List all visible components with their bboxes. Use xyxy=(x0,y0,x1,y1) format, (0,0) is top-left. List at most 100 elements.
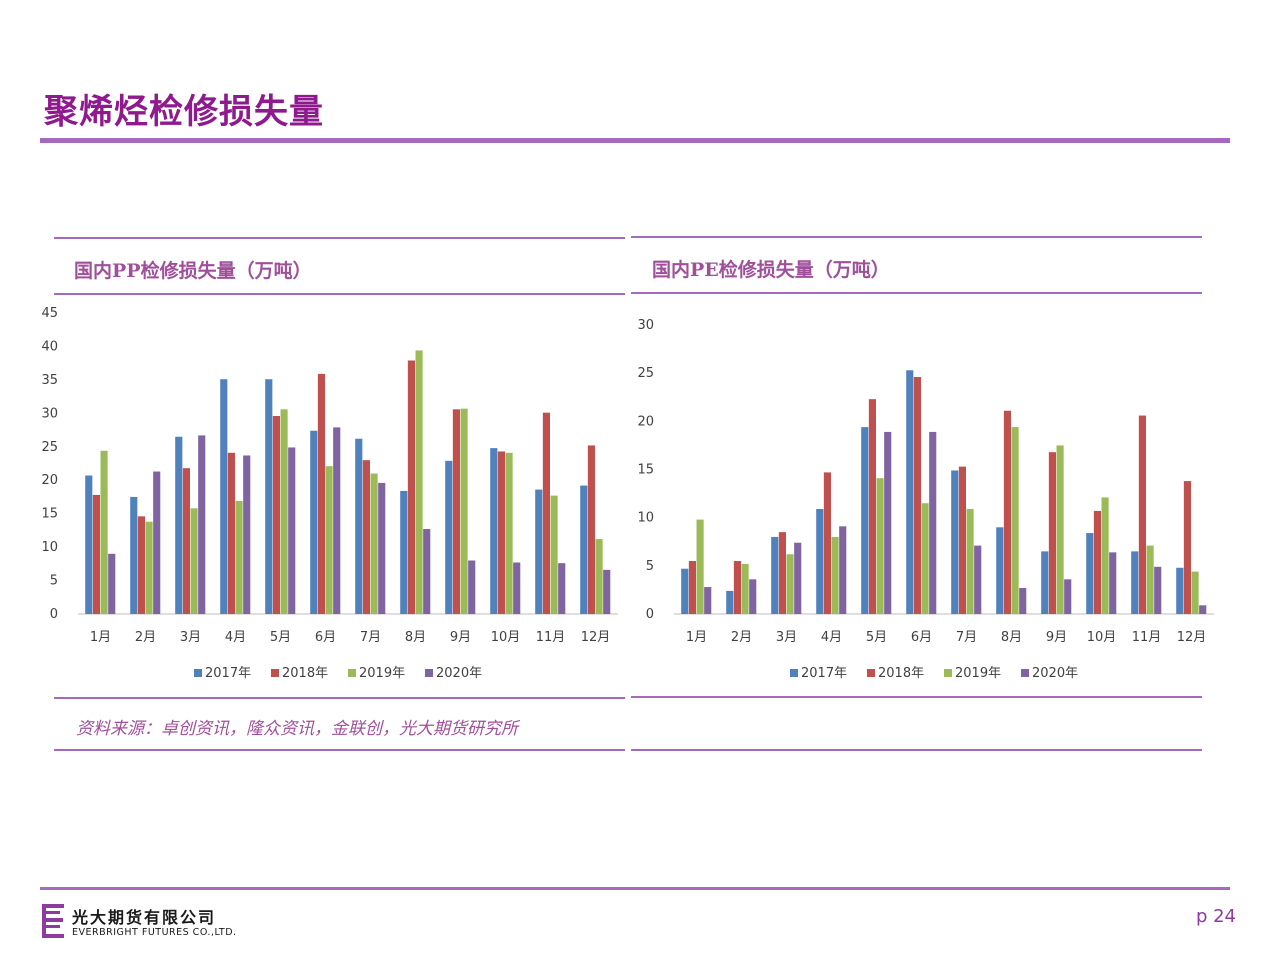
bar xyxy=(505,452,513,614)
pp-bar-chart: 0 5 10 15 20 25 30 35 40 45 1月 2月 3月 4月 5月 6月 7月 8月 9月 10月 1… xyxy=(41,306,618,681)
bar xyxy=(108,553,116,614)
x-tick-label: 11月 xyxy=(1132,630,1162,645)
legend-swatch xyxy=(194,669,202,677)
bar xyxy=(190,508,198,614)
y-tick-label: 10 xyxy=(41,540,58,555)
legend-swatch xyxy=(271,669,279,677)
y-tick-label: 5 xyxy=(50,574,58,589)
company-name-en: EVERBRIGHT FUTURES CO.,LTD. xyxy=(72,927,237,938)
bar xyxy=(681,568,689,614)
bar xyxy=(220,379,228,614)
bar xyxy=(92,494,100,614)
bar xyxy=(996,527,1004,614)
bar xyxy=(333,427,341,614)
bar xyxy=(771,536,779,614)
x-tick-label: 3月 xyxy=(180,630,201,645)
bar xyxy=(378,482,386,614)
bar xyxy=(130,496,138,614)
bar xyxy=(696,519,704,614)
bar xyxy=(974,545,982,614)
x-tick-label: 4月 xyxy=(821,630,842,645)
page-title: 聚烯烃检修损失量 xyxy=(44,92,324,132)
bar xyxy=(1056,445,1064,614)
bar xyxy=(325,466,333,614)
y-tick-label: 40 xyxy=(41,339,58,354)
y-tick-label: 20 xyxy=(637,414,654,429)
bar xyxy=(370,473,378,614)
pp-chart-title: 国内PP检修损失量（万吨） xyxy=(74,260,312,282)
bar xyxy=(550,495,558,614)
bar xyxy=(1101,497,1109,614)
bar xyxy=(317,373,325,614)
bar xyxy=(1064,579,1072,614)
bar xyxy=(778,532,786,614)
y-tick-label: 30 xyxy=(637,318,654,333)
bar xyxy=(175,436,183,614)
x-tick-label: 9月 xyxy=(1046,630,1067,645)
source-note: 资料来源：卓创资讯，隆众资讯，金联创，光大期货研究所 xyxy=(76,719,518,739)
x-tick-label: 12月 xyxy=(1177,630,1207,645)
bar xyxy=(603,569,611,614)
bar xyxy=(288,447,296,614)
bar xyxy=(794,542,802,614)
bar xyxy=(831,536,839,614)
x-tick-label: 7月 xyxy=(956,630,977,645)
legend-label: 2017年 xyxy=(205,666,251,681)
legend-label: 2019年 xyxy=(955,666,1001,681)
bar xyxy=(1199,605,1207,614)
bar xyxy=(235,500,243,614)
legend-swatch xyxy=(944,669,952,677)
bar xyxy=(497,451,505,614)
legend-label: 2018年 xyxy=(878,666,924,681)
bar xyxy=(1011,427,1019,614)
bar xyxy=(415,350,423,614)
legend-label: 2019年 xyxy=(359,666,405,681)
bar xyxy=(1041,551,1049,614)
x-tick-label: 10月 xyxy=(1087,630,1117,645)
bar xyxy=(445,460,453,614)
bar xyxy=(198,435,206,614)
bar xyxy=(1146,545,1154,614)
bar xyxy=(85,475,93,614)
bar xyxy=(1093,510,1101,614)
legend-label: 2017年 xyxy=(801,666,847,681)
pe-chart-title: 国内PE检修损失量（万吨） xyxy=(652,259,890,281)
x-tick-label: 2月 xyxy=(135,630,156,645)
left-panel-title-rule xyxy=(54,293,625,295)
bar xyxy=(868,399,876,614)
bar xyxy=(558,563,566,614)
bar xyxy=(182,468,190,614)
bar xyxy=(243,455,251,614)
bar xyxy=(958,466,966,614)
bar xyxy=(688,561,696,614)
bar xyxy=(272,416,280,614)
bar xyxy=(1176,567,1184,614)
right-panel-top-rule xyxy=(631,236,1202,238)
bar xyxy=(1003,410,1011,614)
bar xyxy=(227,452,235,614)
x-tick-label: 5月 xyxy=(270,630,291,645)
bar xyxy=(542,412,550,614)
right-panel-bottom-rule xyxy=(631,696,1202,698)
x-tick-label: 2月 xyxy=(731,630,752,645)
bar xyxy=(726,590,734,614)
x-tick-label: 11月 xyxy=(536,630,566,645)
bar xyxy=(1191,571,1199,614)
legend-swatch xyxy=(425,669,433,677)
bar xyxy=(884,431,892,614)
x-tick-label: 8月 xyxy=(1001,630,1022,645)
legend-swatch xyxy=(348,669,356,677)
bar xyxy=(749,579,757,614)
bar xyxy=(1019,587,1027,614)
pe-bar-chart: 0 5 10 15 20 25 30 1月 2月 3月 4月 5月 6月 7月 8月 9月 10月 11月 12月 2… xyxy=(637,318,1214,681)
bar xyxy=(1086,533,1094,614)
bar xyxy=(468,560,476,614)
bar xyxy=(733,561,741,614)
right-source-rule xyxy=(631,749,1202,751)
bar xyxy=(1154,566,1162,614)
bar xyxy=(587,445,595,614)
bar xyxy=(839,526,847,614)
y-tick-label: 0 xyxy=(646,607,654,622)
company-name-cn: 光大期货有限公司 xyxy=(72,908,217,927)
y-tick-label: 30 xyxy=(41,406,58,421)
